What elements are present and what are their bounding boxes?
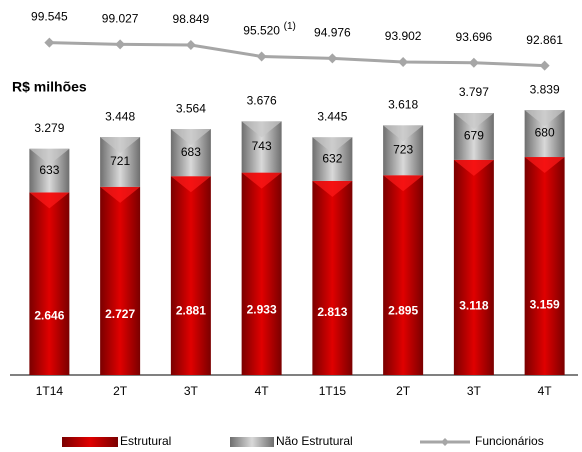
data-label: 2.881 [176,304,206,318]
legend-item: Funcionários [420,434,544,448]
data-label: 2.646 [34,309,64,323]
line-marker [539,60,550,71]
bar-segment [524,157,565,375]
data-label: 721 [110,154,130,168]
annotation: (1) [284,21,296,32]
x-tick-label: 3T [184,384,199,398]
line-marker [398,57,409,68]
data-label: 680 [535,126,555,140]
data-label: 683 [181,145,201,159]
x-tick-label: 4T [538,384,553,398]
legend-swatch [62,437,118,447]
legend-swatch [230,437,274,447]
total-label: 3.564 [176,101,206,115]
legend-label: Funcionários [475,434,544,448]
legend-swatch [441,438,449,446]
data-label: 3.118 [459,298,489,312]
line [49,41,545,68]
x-tick-label: 2T [396,384,411,398]
legend-item: Estrutural [62,434,171,448]
bar-segment [312,180,353,375]
bar-segment [383,175,424,375]
line-marker [185,39,196,50]
bar-bevel [524,157,565,174]
data-label: 632 [322,151,342,165]
x-tick-label: 2T [113,384,128,398]
data-label: 3.159 [530,297,560,311]
data-label: 2.813 [317,305,347,319]
data-label: 99.545 [31,10,68,24]
data-label: 2.933 [247,302,277,316]
line-marker [256,51,267,62]
bar-bevel [241,121,282,138]
bar-segment [29,192,70,375]
bar-bevel [100,137,141,154]
line-marker [44,37,55,48]
bar-bevel [241,172,282,189]
legend-item: Não Estrutural [230,434,353,448]
data-label: 92.861 [526,33,563,47]
bar-segment [100,186,141,375]
bar-bevel [453,113,494,130]
bar-bevel [524,110,565,127]
x-tick-label: 1T14 [36,384,64,398]
total-label: 3.445 [317,109,347,123]
legend-label: Estrutural [120,434,171,448]
data-label: 94.976 [314,26,351,40]
bar-bevel [170,129,211,146]
bar-segment [241,172,282,375]
data-label: 93.902 [385,29,422,43]
bar-segment [453,159,494,375]
total-label: 3.797 [459,85,489,99]
line-marker [115,39,126,50]
total-label: 3.839 [530,82,560,96]
bar-bevel [312,137,353,154]
legend-label: Não Estrutural [276,434,353,448]
chart-title: R$ milhões [12,79,87,95]
bar-bevel [100,186,141,203]
bar-bevel [29,148,70,165]
data-label: 95.520 [243,24,280,38]
total-label: 3.676 [247,94,277,108]
x-tick-label: 3T [467,384,482,398]
data-label: 98.849 [173,12,210,26]
total-label: 3.618 [388,98,418,112]
total-label: 3.448 [105,109,135,123]
data-label: 633 [39,163,59,177]
data-label: 2.895 [388,303,418,317]
data-label: 723 [393,142,413,156]
line-marker [468,57,479,68]
data-label: 99.027 [102,12,139,26]
data-label: 679 [464,129,484,143]
bar-bevel [453,159,494,176]
data-label: 93.696 [456,30,493,44]
x-tick-label: 1T15 [319,384,347,398]
bar-bevel [383,175,424,192]
bar-bevel [383,125,424,142]
bar-bevel [312,180,353,197]
bar-bevel [170,176,211,193]
bar-segment [170,176,211,375]
bar-bevel [29,192,70,209]
data-label: 2.727 [105,307,135,321]
total-label: 3.279 [34,121,64,135]
line-marker [327,53,338,64]
data-label: 743 [252,139,272,153]
x-tick-label: 4T [255,384,270,398]
